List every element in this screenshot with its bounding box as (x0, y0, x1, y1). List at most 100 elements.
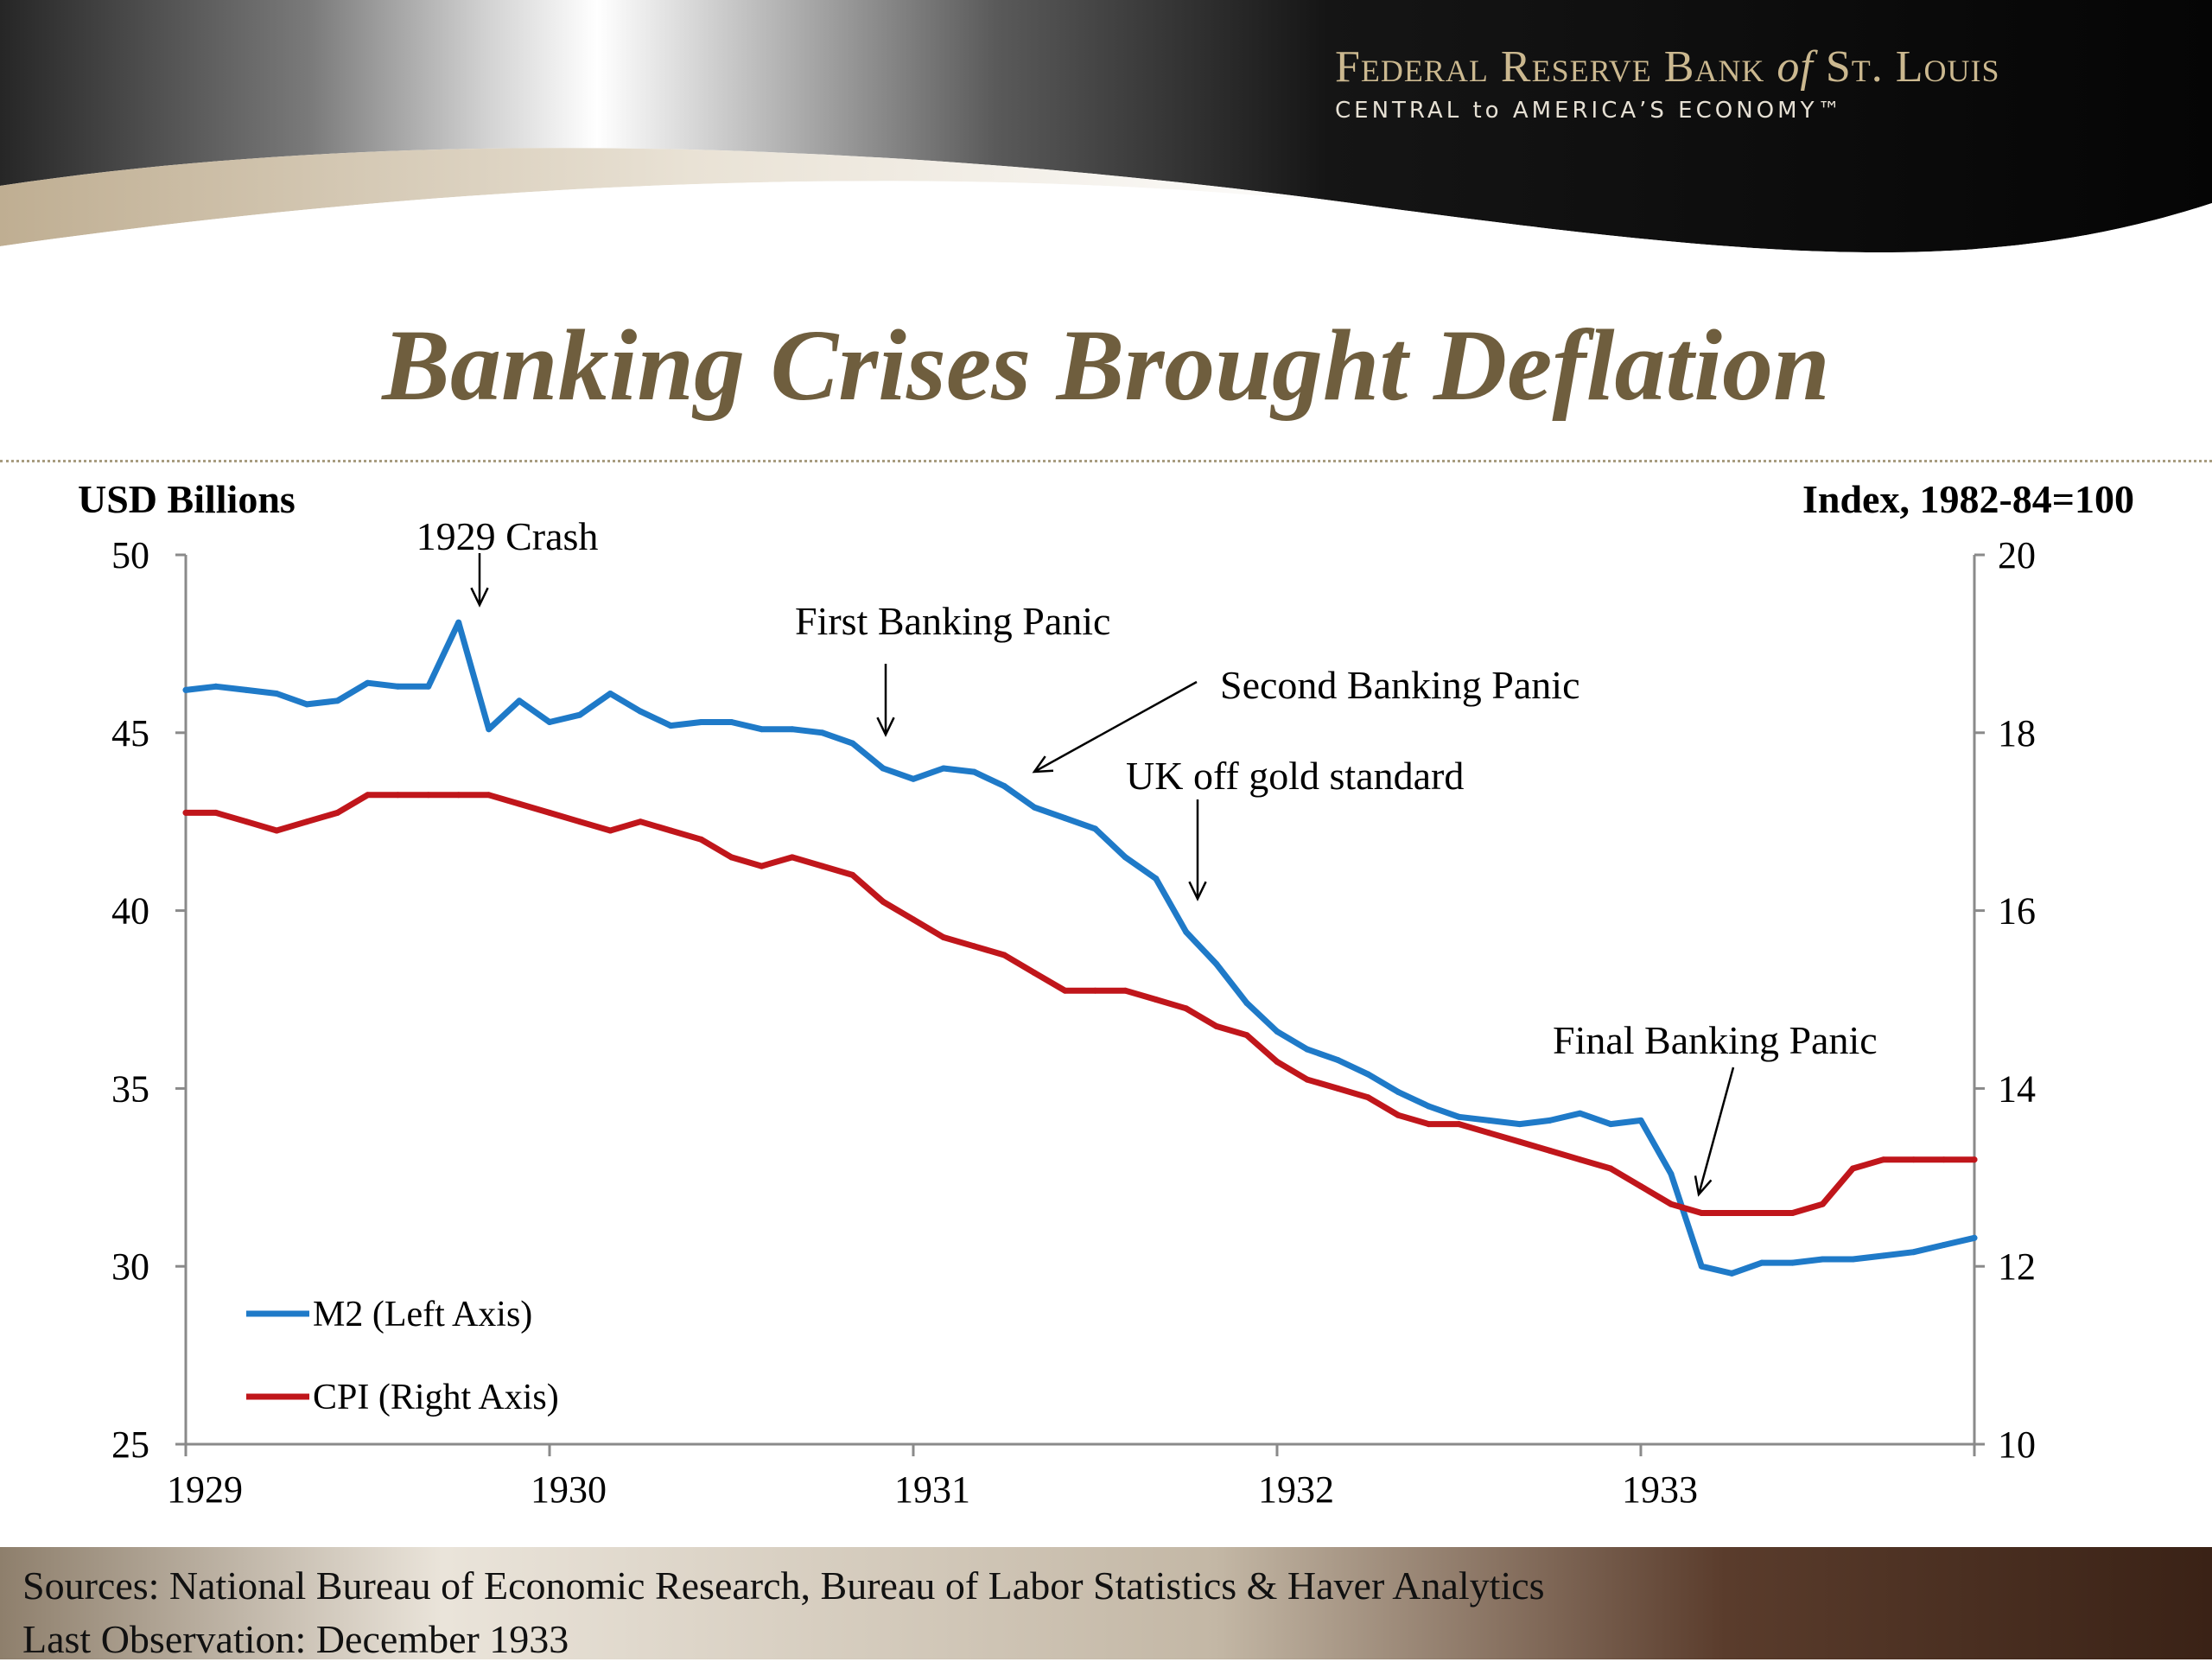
series-point-cpi (516, 800, 523, 807)
series-point-m2 (789, 726, 796, 733)
title-divider (0, 460, 2212, 462)
series-point-cpi (1910, 1156, 1917, 1163)
annotation-label: 1929 Crash (416, 514, 599, 558)
series-point-cpi (213, 809, 219, 816)
series-point-cpi (1395, 1111, 1402, 1118)
line-chart: 25 30 35 40 45 50 10 12 14 16 18 20 1929 1930 1931 1932… (78, 477, 2134, 1511)
right-tick-label: 12 (1998, 1245, 2036, 1288)
x-tick-label: 1931 (894, 1468, 970, 1511)
series-point-m2 (1577, 1110, 1584, 1117)
series-point-cpi (394, 792, 401, 799)
series-point-cpi (1485, 1130, 1492, 1137)
series-point-m2 (486, 726, 493, 733)
series-point-cpi (1698, 1210, 1705, 1216)
series-point-cpi (425, 792, 432, 799)
series-point-cpi (486, 792, 493, 799)
series-point-m2 (910, 775, 917, 782)
series-point-m2 (1213, 960, 1220, 967)
series-point-m2 (455, 619, 462, 626)
series-point-m2 (880, 765, 887, 772)
brand-word-of: of (1777, 42, 1814, 92)
series-point-cpi (365, 792, 371, 799)
series-point-m2 (849, 740, 856, 747)
chart-annotations: 1929 Crash First Banking Panic Second Bank… (416, 514, 1878, 1197)
series-point-m2 (1849, 1256, 1856, 1263)
annotation-arrowhead (1032, 755, 1054, 774)
series-point-m2 (1789, 1259, 1796, 1266)
right-tick-label: 20 (1998, 534, 2036, 576)
series-point-cpi (1304, 1076, 1311, 1083)
series-point-cpi (182, 809, 189, 816)
series-point-m2 (1153, 876, 1160, 882)
series-point-m2 (698, 719, 704, 725)
series-point-m2 (1668, 1170, 1675, 1177)
series-point-cpi (910, 916, 917, 923)
brand-word-federal: Federal (1335, 42, 1489, 92)
series-point-cpi (334, 809, 341, 816)
series-point-m2 (1698, 1263, 1705, 1270)
series-point-m2 (1334, 1057, 1341, 1063)
series-point-m2 (1607, 1121, 1614, 1128)
series-point-m2 (1243, 1000, 1250, 1007)
series-point-m2 (1819, 1256, 1826, 1263)
series-point-cpi (1274, 1059, 1281, 1065)
header-banner (0, 0, 2212, 285)
series-point-m2 (1485, 1117, 1492, 1124)
x-tick-label: 1930 (531, 1468, 607, 1511)
left-axis-title: USD Billions (78, 477, 296, 521)
series-point-cpi (1547, 1147, 1554, 1154)
page-title: Banking Crises Brought Deflation (382, 309, 1830, 422)
series-point-m2 (1880, 1252, 1887, 1259)
series-point-m2 (1516, 1121, 1523, 1128)
x-tick-label: 1933 (1622, 1468, 1698, 1511)
series-point-cpi (1456, 1121, 1462, 1128)
footer-bar (0, 1547, 2212, 1659)
series-point-m2 (1092, 825, 1098, 832)
series-point-cpi (667, 827, 674, 834)
series-point-cpi (455, 792, 462, 799)
series-point-m2 (365, 679, 371, 686)
series-point-cpi (1789, 1210, 1796, 1216)
series-point-m2 (1426, 1103, 1432, 1110)
series-point-m2 (243, 686, 250, 693)
series-point-m2 (940, 765, 947, 772)
series-point-cpi (970, 943, 977, 950)
series-point-m2 (1758, 1259, 1765, 1266)
series-point-m2 (1910, 1249, 1917, 1256)
right-tick-label: 16 (1998, 890, 2036, 933)
series-point-m2 (334, 697, 341, 704)
series-point-cpi (789, 854, 796, 861)
series-point-m2 (637, 708, 644, 715)
annotation-arrowhead (1188, 881, 1207, 901)
chart-series (182, 619, 1978, 1277)
series-point-m2 (1122, 854, 1128, 861)
right-tick-label: 18 (1998, 712, 2036, 755)
annotation-label: Second Banking Panic (1220, 663, 1580, 707)
brand-logo: Federal Reserve Bank of St. Louis CENTRA… (1335, 41, 2156, 124)
series-point-m2 (1941, 1242, 1948, 1248)
series-point-cpi (880, 898, 887, 905)
series-point-cpi (1607, 1165, 1614, 1172)
series-point-m2 (1031, 804, 1038, 811)
last-observation-note: Last Observation: December 1933 (22, 1617, 569, 1661)
series-point-cpi (607, 827, 613, 834)
annotation-label: Final Banking Panic (1553, 1018, 1878, 1062)
series-point-cpi (1819, 1200, 1826, 1207)
brand-name: Federal Reserve Bank of St. Louis (1335, 41, 2156, 92)
series-point-m2 (213, 683, 219, 690)
series-point-cpi (1001, 952, 1007, 958)
annotation-arrowhead (1694, 1175, 1713, 1197)
legend-label-m2: M2 (Left Axis) (313, 1295, 532, 1334)
series-point-cpi (546, 809, 553, 816)
left-tick-label: 30 (111, 1245, 149, 1288)
x-tick-label: 1929 (167, 1468, 243, 1511)
series-point-m2 (819, 729, 826, 736)
series-point-cpi (1516, 1138, 1523, 1145)
series-point-cpi (819, 863, 826, 869)
annotation-label: First Banking Panic (795, 599, 1110, 643)
series-point-m2 (1001, 783, 1007, 789)
series-point-m2 (728, 719, 734, 725)
series-point-cpi (1426, 1121, 1432, 1128)
left-tick-label: 45 (111, 712, 149, 755)
series-point-cpi (1122, 987, 1128, 994)
